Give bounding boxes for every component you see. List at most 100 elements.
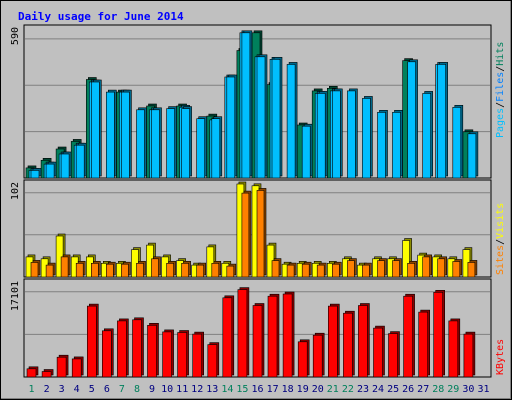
bar-pages-day-9 [151, 107, 162, 179]
xtick-label-day-17: 17 [267, 384, 279, 395]
bar-kbytes-day-24 [373, 325, 385, 378]
bar-kbytes-day-21 [327, 303, 340, 378]
bar-kbytes-day-1 [26, 366, 39, 378]
bar-pages-day-7 [121, 89, 132, 179]
bar-pages-day-20 [316, 91, 328, 179]
bar-pages-day-18 [286, 62, 298, 179]
bar-sites-day-16 [256, 188, 267, 278]
bar-kbytes-day-15 [237, 287, 250, 378]
legend-entry: Pages [495, 108, 506, 138]
bar-sites-day-20 [316, 262, 327, 278]
bar-kbytes-day-6 [102, 328, 114, 378]
bar-kbytes-day-16 [252, 303, 265, 378]
bar-sites-day-18 [286, 262, 297, 278]
xtick-label-day-20: 20 [312, 384, 324, 395]
bar-sites-day-26 [407, 260, 417, 278]
bar-kbytes-day-30 [463, 331, 476, 378]
bar-sites-day-1 [30, 260, 41, 278]
xtick-label-day-10: 10 [161, 384, 173, 395]
xtick-label-day-24: 24 [372, 384, 384, 395]
xtick-label-day-29: 29 [447, 384, 459, 395]
xtick-label-day-3: 3 [59, 384, 65, 395]
bar-pages-day-29 [452, 105, 464, 179]
bar-pages-day-24 [377, 110, 388, 179]
bar-pages-day-4 [75, 142, 87, 179]
bar-pages-day-23 [362, 96, 373, 179]
bar-pages-day-13 [211, 116, 223, 179]
ytick-label-1: 590 [10, 27, 21, 45]
bar-sites-day-10 [166, 260, 176, 278]
bar-kbytes-day-25 [388, 331, 400, 378]
bar-sites-day-19 [301, 261, 312, 278]
legend-1: Pages/Files/Hits [495, 42, 506, 138]
xtick-label-day-9: 9 [149, 384, 155, 395]
xtick-label-day-11: 11 [176, 384, 188, 395]
xtick-label-day-30: 30 [462, 384, 474, 395]
bar-pages-day-10 [166, 106, 177, 179]
xtick-label-day-26: 26 [402, 384, 414, 395]
bar-pages-day-5 [91, 79, 102, 179]
bar-pages-day-16 [256, 54, 268, 179]
ytick-label-2: 102 [10, 182, 21, 200]
xtick-label-day-21: 21 [327, 384, 339, 395]
bar-kbytes-day-20 [312, 332, 325, 378]
bar-pages-day-30 [467, 131, 479, 179]
bar-kbytes-day-10 [162, 329, 174, 378]
xtick-label-day-7: 7 [119, 384, 125, 395]
xtick-label-day-16: 16 [251, 384, 263, 395]
xtick-label-day-8: 8 [134, 384, 140, 395]
legend-entry: Files [495, 72, 506, 102]
bar-sites-day-30 [467, 260, 478, 278]
bar-kbytes-day-4 [71, 356, 84, 378]
bar-sites-day-6 [106, 261, 116, 278]
bar-kbytes-day-19 [297, 339, 310, 378]
bar-kbytes-day-2 [41, 369, 54, 378]
bar-kbytes-day-27 [418, 309, 431, 378]
bar-sites-day-4 [75, 260, 86, 278]
bar-pages-day-3 [60, 151, 72, 179]
legend-entry: / [495, 239, 506, 245]
bar-kbytes-day-14 [222, 295, 235, 378]
bar-sites-day-11 [181, 260, 191, 278]
bar-sites-day-22 [347, 258, 357, 278]
legend-3: KBytes [495, 339, 506, 375]
ytick-label-3: 17101 [10, 281, 21, 311]
bar-sites-day-21 [331, 261, 342, 278]
bar-pages-day-26 [407, 59, 418, 179]
xtick-label-day-2: 2 [44, 384, 50, 395]
bar-sites-day-15 [241, 190, 252, 278]
bar-sites-day-24 [377, 258, 387, 278]
bar-pages-day-27 [422, 91, 434, 179]
bar-sites-day-17 [271, 258, 282, 278]
bar-kbytes-day-17 [267, 293, 280, 378]
bar-pages-day-19 [301, 123, 313, 179]
bar-kbytes-day-28 [433, 289, 446, 378]
bar-pages-day-28 [437, 62, 449, 179]
bar-pages-day-17 [271, 56, 283, 179]
bar-sites-day-12 [196, 262, 206, 278]
bar-pages-day-14 [226, 74, 238, 179]
xtick-label-day-1: 1 [28, 384, 34, 395]
bar-kbytes-day-13 [207, 342, 220, 378]
chart-title: Daily usage for June 2014 [18, 10, 184, 23]
xtick-label-day-23: 23 [357, 384, 369, 395]
xtick-label-day-22: 22 [342, 384, 354, 395]
legend-entry: Visits [495, 203, 506, 239]
xtick-label-day-28: 28 [432, 384, 444, 395]
bar-sites-day-27 [422, 254, 433, 278]
xtick-label-day-15: 15 [236, 384, 248, 395]
xtick-label-day-18: 18 [282, 384, 294, 395]
bar-sites-day-23 [362, 262, 372, 278]
legend-entry: / [495, 102, 506, 108]
bar-sites-day-29 [452, 259, 463, 278]
bar-pages-day-1 [30, 168, 42, 179]
bar-kbytes-day-9 [147, 322, 159, 378]
bar-sites-day-7 [121, 261, 131, 278]
bar-kbytes-day-3 [56, 354, 69, 378]
bar-sites-day-9 [151, 256, 161, 278]
bar-pages-day-6 [106, 89, 117, 179]
legend-entry: Sites [495, 245, 506, 275]
bar-pages-day-2 [45, 161, 57, 179]
bar-kbytes-day-7 [117, 318, 129, 378]
